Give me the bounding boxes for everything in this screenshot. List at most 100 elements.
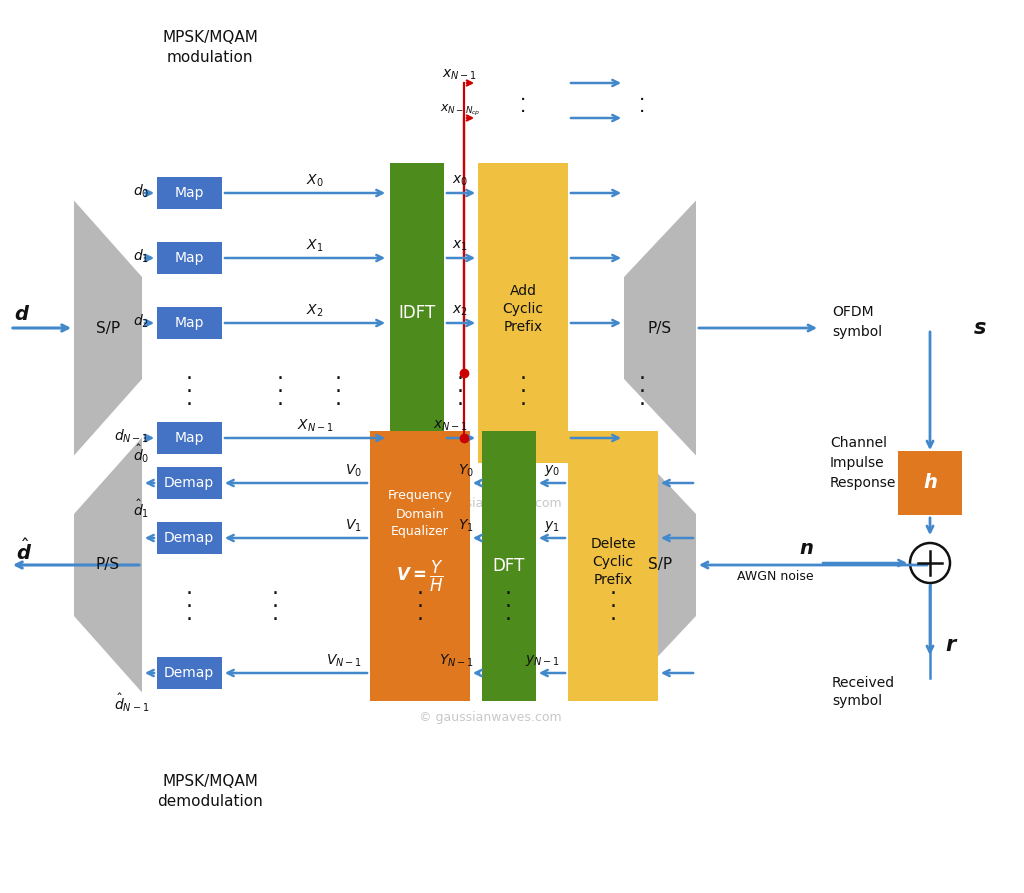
- Text: $y_1$: $y_1$: [544, 519, 560, 533]
- Text: .: .: [271, 604, 279, 624]
- Text: .: .: [335, 376, 341, 396]
- Text: Received: Received: [831, 676, 895, 690]
- Text: DFT: DFT: [493, 557, 525, 575]
- Text: © gaussianwaves.com: © gaussianwaves.com: [419, 497, 561, 510]
- Text: Demap: Demap: [164, 531, 214, 545]
- Circle shape: [910, 543, 950, 583]
- Text: .: .: [335, 363, 341, 383]
- Text: Prefix: Prefix: [593, 573, 633, 587]
- Text: © gaussianwaves.com: © gaussianwaves.com: [419, 712, 561, 724]
- Text: Response: Response: [830, 476, 896, 490]
- Text: $V_{N-1}$: $V_{N-1}$: [326, 653, 362, 669]
- Text: .: .: [609, 591, 616, 611]
- Text: symbol: symbol: [831, 694, 882, 708]
- Text: Map: Map: [174, 316, 204, 330]
- Text: .: .: [185, 363, 193, 383]
- Text: S/P: S/P: [648, 557, 672, 572]
- Text: $x_2$: $x_2$: [453, 304, 468, 318]
- Text: $\boldsymbol{s}$: $\boldsymbol{s}$: [973, 318, 987, 338]
- Text: $\boldsymbol{d}$: $\boldsymbol{d}$: [14, 305, 30, 323]
- Text: .: .: [639, 96, 645, 115]
- Text: .: .: [519, 389, 526, 409]
- Text: IDFT: IDFT: [398, 304, 435, 322]
- FancyBboxPatch shape: [157, 307, 222, 339]
- Text: .: .: [271, 578, 279, 598]
- Text: AWGN noise: AWGN noise: [737, 571, 814, 583]
- Text: .: .: [457, 363, 464, 383]
- Text: .: .: [609, 578, 616, 598]
- Text: $V_1$: $V_1$: [345, 518, 362, 534]
- Text: $\hat{\boldsymbol{d}}$: $\hat{\boldsymbol{d}}$: [16, 538, 32, 564]
- Text: $X_0$: $X_0$: [306, 173, 324, 189]
- Text: Prefix: Prefix: [504, 320, 543, 334]
- Text: $\hat{d}_{N-1}$: $\hat{d}_{N-1}$: [114, 691, 150, 714]
- Text: Map: Map: [174, 431, 204, 445]
- FancyBboxPatch shape: [568, 431, 658, 701]
- Text: .: .: [639, 86, 645, 104]
- Text: .: .: [519, 363, 526, 383]
- Text: $x_1$: $x_1$: [453, 238, 468, 254]
- Text: .: .: [639, 389, 645, 409]
- Text: Domain: Domain: [395, 507, 444, 521]
- Text: $Y_{N-1}$: $Y_{N-1}$: [439, 653, 474, 669]
- Text: $V_0$: $V_0$: [345, 463, 362, 480]
- Text: Demap: Demap: [164, 666, 214, 680]
- Text: symbol: symbol: [831, 325, 882, 339]
- Text: demodulation: demodulation: [157, 794, 263, 808]
- Text: .: .: [185, 591, 193, 611]
- FancyBboxPatch shape: [157, 467, 222, 499]
- Text: Delete: Delete: [590, 537, 636, 551]
- FancyBboxPatch shape: [898, 451, 962, 515]
- FancyBboxPatch shape: [157, 242, 222, 274]
- Text: .: .: [417, 604, 424, 624]
- Text: OFDM: OFDM: [831, 305, 873, 319]
- Text: $d_{N-1}$: $d_{N-1}$: [114, 427, 150, 445]
- Polygon shape: [624, 438, 696, 692]
- Text: .: .: [185, 578, 193, 598]
- Text: .: .: [276, 363, 284, 383]
- Text: Demap: Demap: [164, 476, 214, 490]
- Text: $X_1$: $X_1$: [306, 238, 324, 255]
- Text: .: .: [639, 363, 645, 383]
- Text: .: .: [185, 376, 193, 396]
- Text: .: .: [457, 389, 464, 409]
- Text: Add: Add: [510, 284, 537, 298]
- Text: $Y_1$: $Y_1$: [459, 518, 474, 534]
- Text: .: .: [505, 604, 512, 624]
- Text: .: .: [457, 376, 464, 396]
- Text: $y_{N-1}$: $y_{N-1}$: [525, 654, 560, 669]
- Text: .: .: [276, 389, 284, 409]
- Polygon shape: [624, 201, 696, 455]
- FancyBboxPatch shape: [157, 657, 222, 689]
- FancyBboxPatch shape: [482, 431, 536, 701]
- Text: .: .: [185, 389, 193, 409]
- Text: Cyclic: Cyclic: [593, 555, 634, 569]
- Text: $Y_0$: $Y_0$: [458, 463, 474, 480]
- Text: Frequency: Frequency: [388, 489, 453, 503]
- Text: .: .: [505, 591, 512, 611]
- Text: .: .: [185, 604, 193, 624]
- Text: MPSK/MQAM: MPSK/MQAM: [162, 30, 258, 46]
- Text: $X_2$: $X_2$: [306, 303, 324, 319]
- Text: Equalizer: Equalizer: [391, 525, 449, 538]
- Text: $X_{N-1}$: $X_{N-1}$: [297, 418, 333, 434]
- Text: .: .: [417, 591, 424, 611]
- Text: MPSK/MQAM: MPSK/MQAM: [162, 773, 258, 789]
- Text: $\boldsymbol{n}$: $\boldsymbol{n}$: [800, 539, 814, 558]
- Text: .: .: [417, 578, 424, 598]
- Text: $x_{N-1}$: $x_{N-1}$: [433, 419, 468, 433]
- Text: $\boldsymbol{r}$: $\boldsymbol{r}$: [945, 635, 958, 655]
- Text: $\boldsymbol{h}$: $\boldsymbol{h}$: [923, 473, 937, 493]
- Text: .: .: [335, 389, 341, 409]
- Text: S/P: S/P: [96, 321, 120, 336]
- Text: $\boldsymbol{V = \dfrac{Y}{H}}$: $\boldsymbol{V = \dfrac{Y}{H}}$: [396, 558, 443, 594]
- Text: .: .: [520, 86, 526, 104]
- Text: .: .: [519, 376, 526, 396]
- Text: Cyclic: Cyclic: [503, 302, 544, 316]
- Text: .: .: [609, 604, 616, 624]
- Text: .: .: [271, 591, 279, 611]
- Text: $d_0$: $d_0$: [133, 182, 150, 200]
- Text: .: .: [639, 376, 645, 396]
- Text: .: .: [276, 376, 284, 396]
- FancyBboxPatch shape: [157, 422, 222, 454]
